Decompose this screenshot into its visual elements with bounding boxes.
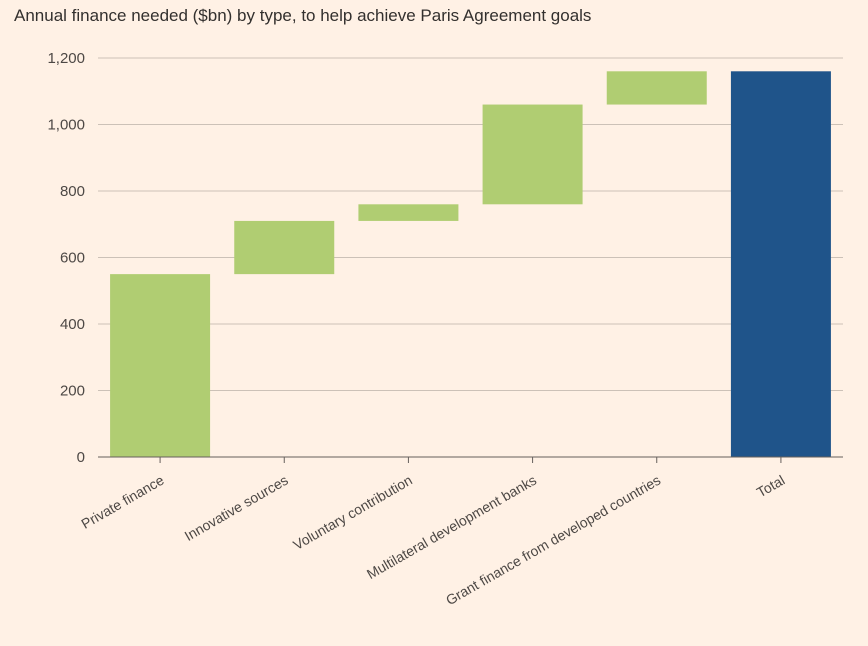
bar-increase xyxy=(110,274,211,457)
bar-increase xyxy=(358,204,459,221)
grid-lines xyxy=(98,57,843,391)
y-tick-label: 1,000 xyxy=(47,117,85,134)
y-tick-label: 600 xyxy=(60,250,85,267)
y-tick-label: 200 xyxy=(60,383,85,400)
x-tick-label: Grant finance from developed countries xyxy=(443,472,663,608)
chart-title: Annual finance needed ($bn) by type, to … xyxy=(14,6,592,25)
bar-increase xyxy=(482,104,583,205)
y-tick-label: 1,200 xyxy=(47,50,85,67)
x-tick-label: Voluntary contribution xyxy=(290,472,415,553)
x-axis xyxy=(98,456,843,463)
y-axis-ticks: 0 200 400 600 800 1,000 1,200 xyxy=(47,50,85,466)
y-tick-label: 400 xyxy=(60,316,85,333)
bar-increase xyxy=(234,220,335,275)
bars xyxy=(110,71,831,458)
x-tick-label: Private finance xyxy=(78,472,166,532)
bar-increase xyxy=(606,71,707,105)
x-tick-label: Total xyxy=(754,472,788,501)
x-tick-label: Innovative sources xyxy=(182,472,291,544)
y-tick-label: 0 xyxy=(77,449,85,466)
y-tick-label: 800 xyxy=(60,183,85,200)
x-axis-labels: Private finance Innovative sources Volunta… xyxy=(78,472,787,609)
bar-total xyxy=(730,71,831,458)
